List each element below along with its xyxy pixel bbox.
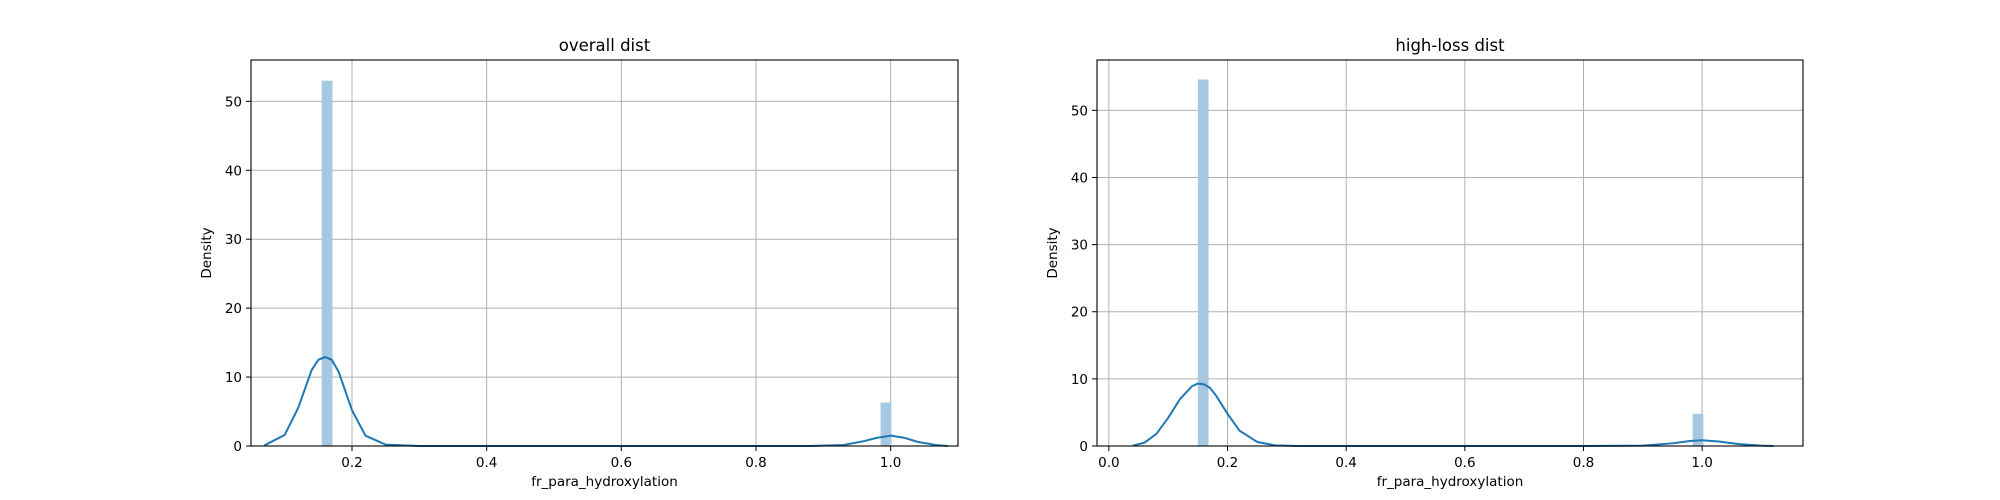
x-tick-label: 0.6: [611, 455, 632, 471]
y-tick-label: 50: [225, 94, 242, 110]
x-tick-label: 0.8: [745, 455, 766, 471]
x-tick-label: 0.8: [1573, 455, 1594, 471]
y-tick-label: 40: [1071, 170, 1088, 186]
x-axis-label: fr_para_hydroxylation: [1377, 474, 1524, 490]
x-tick-label: 0.2: [1217, 455, 1238, 471]
x-tick-label: 0.4: [1335, 455, 1356, 471]
chart-title: high-loss dist: [1395, 36, 1505, 55]
y-axis-label: Density: [1045, 227, 1061, 278]
y-tick-label: 50: [1071, 103, 1088, 119]
x-tick-label: 0.0: [1098, 455, 1119, 471]
axes-frame: [250, 59, 959, 447]
y-tick-label: 30: [1071, 238, 1088, 254]
y-tick-label: 30: [225, 232, 242, 248]
histogram-bar: [1692, 413, 1704, 446]
y-tick-label: 0: [233, 439, 242, 455]
x-tick-label: 0.6: [1454, 455, 1475, 471]
x-axis-label: fr_para_hydroxylation: [531, 474, 678, 490]
chart-title: overall dist: [559, 36, 651, 55]
axes-frame: [1096, 59, 1804, 447]
x-tick-label: 1.0: [1691, 455, 1712, 471]
x-tick-label: 1.0: [880, 455, 901, 471]
y-tick-label: 20: [225, 301, 242, 317]
histogram-bar: [1197, 79, 1209, 446]
y-tick-label: 10: [1071, 372, 1088, 388]
panel-overall-dist: 0.2 0.4 0.6 0.8 1.0 0 10 20 30 40 50 overall dist fr…: [199, 36, 959, 490]
y-tick-label: 20: [1071, 305, 1088, 321]
x-tick-label: 0.2: [341, 455, 362, 471]
y-tick-label: 0: [1079, 439, 1088, 455]
y-axis-label: Density: [199, 227, 215, 278]
y-tick-label: 10: [225, 370, 242, 386]
y-tick-label: 40: [225, 163, 242, 179]
histogram-bar: [880, 402, 892, 446]
x-tick-label: 0.4: [476, 455, 497, 471]
histogram-bar: [321, 80, 333, 446]
panel-high-loss-dist: 0.0 0.2 0.4 0.6 0.8 1.0 0 10 20 30 40 50 high-loss d…: [1045, 36, 1804, 490]
